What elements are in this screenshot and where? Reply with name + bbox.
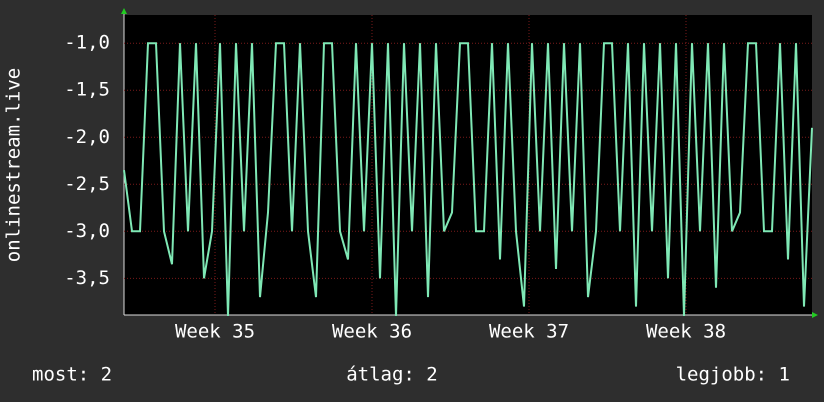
y-tick-label: -2,0 <box>64 126 110 148</box>
y-axis-arrow <box>121 8 127 14</box>
y-tick-label: -2,5 <box>64 173 110 195</box>
y-tick-label: -3,0 <box>64 220 110 242</box>
y-tick-label: -1,5 <box>64 79 110 101</box>
x-tick-label: Week 37 <box>489 321 569 343</box>
stat-text: átlag: 2 <box>346 364 438 386</box>
y-tick-label: -1,0 <box>64 32 110 54</box>
x-axis-arrow <box>812 312 818 318</box>
stat-text: legjobb: 1 <box>676 364 790 386</box>
x-tick-label: Week 36 <box>332 321 412 343</box>
x-tick-label: Week 35 <box>175 321 255 343</box>
stat-text: most: 2 <box>32 364 112 386</box>
y-tick-label: -3,5 <box>64 267 110 289</box>
x-tick-label: Week 38 <box>646 321 726 343</box>
y-axis-label: onlinestream.live <box>3 68 25 262</box>
data-line <box>123 42 813 316</box>
